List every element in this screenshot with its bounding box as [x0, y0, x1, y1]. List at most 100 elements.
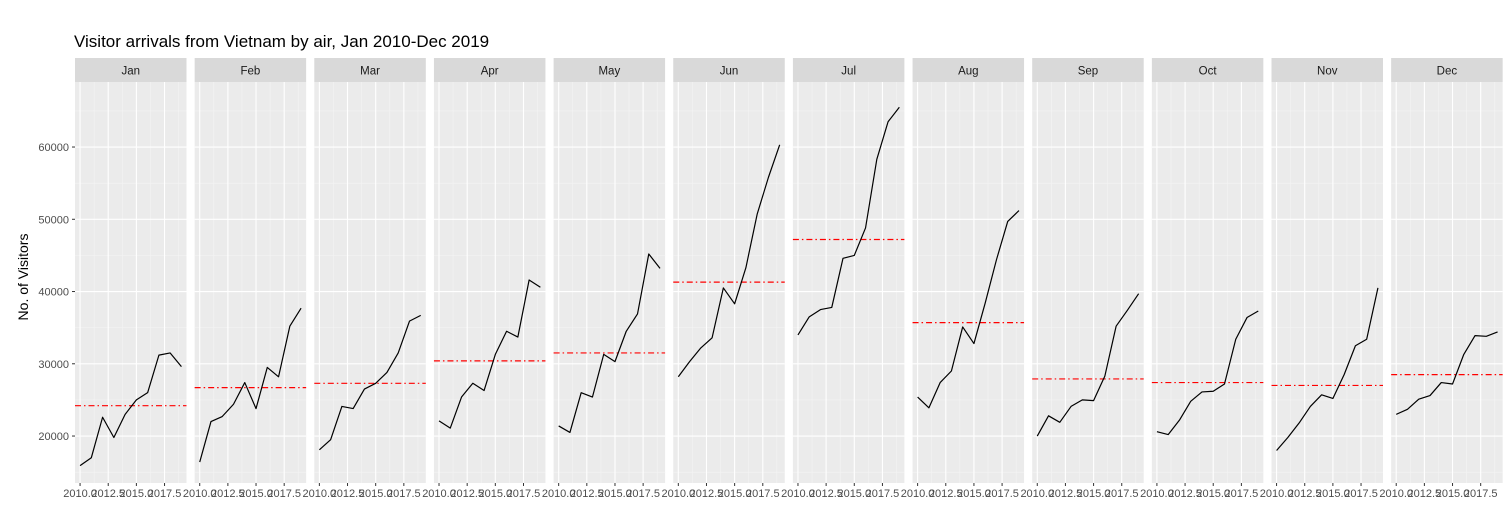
- x-tick-label: 2017.5: [746, 488, 780, 500]
- panel-background: [1032, 82, 1144, 483]
- x-tick-label: 2015.0: [1316, 488, 1350, 500]
- y-tick-label: 20000: [38, 431, 69, 443]
- panel-background: [912, 82, 1025, 483]
- panel-strip: [433, 58, 546, 82]
- x-tick-label: 2015.0: [359, 488, 393, 500]
- x-tick-label: 2012.5: [1049, 488, 1083, 500]
- panel-background: [792, 82, 905, 483]
- series-line: [558, 253, 661, 434]
- x-tick-label: 2017.5: [148, 488, 182, 500]
- x-tick-label: 2012.5: [809, 488, 843, 500]
- x-tick-label: 2010.0: [1020, 488, 1054, 500]
- x-tick-label: 2010.0: [303, 488, 337, 500]
- panel-background: [194, 82, 307, 483]
- y-tick-label: 60000: [38, 142, 69, 154]
- x-tick-label: 2017.5: [1105, 488, 1139, 500]
- x-tick-label: 2015.0: [957, 488, 991, 500]
- panel-strip: [673, 58, 785, 82]
- panel-strip: [1151, 58, 1264, 82]
- x-tick-label: 2012.5: [929, 488, 963, 500]
- y-tick-label: 50000: [38, 214, 69, 226]
- x-tick-label: 2010.0: [901, 488, 935, 500]
- panel-background: [433, 82, 546, 483]
- x-tick-label: 2015.0: [1196, 488, 1230, 500]
- panel-strip-label: Jun: [720, 66, 739, 78]
- panel-strip-label: Sep: [1078, 66, 1098, 78]
- x-tick-label: 2017.5: [985, 488, 1019, 500]
- x-tick-label: 2010.0: [781, 488, 815, 500]
- x-tick-label: 2015.0: [837, 488, 871, 500]
- x-tick-label: 2015.0: [1436, 488, 1470, 500]
- panel-background: [553, 82, 666, 483]
- x-tick-label: 2015.0: [479, 488, 513, 500]
- y-tick-label: 30000: [38, 359, 69, 371]
- x-tick-label: 2010.0: [542, 488, 576, 500]
- panel-background: [1271, 82, 1383, 483]
- panel-strip-label: Apr: [481, 66, 499, 78]
- series-line: [1395, 331, 1498, 415]
- x-tick-label: 2017.5: [267, 488, 301, 500]
- x-tick-label: 2012.5: [331, 488, 365, 500]
- panel-strip: [75, 58, 187, 82]
- series-line: [199, 307, 302, 463]
- panel-strip: [553, 58, 666, 82]
- series-line: [318, 314, 422, 451]
- x-tick-label: 2010.0: [183, 488, 217, 500]
- x-tick-label: 2010.0: [422, 488, 456, 500]
- x-tick-label: 2010.0: [63, 488, 97, 500]
- x-tick-label: 2017.5: [626, 488, 660, 500]
- x-tick-label: 2012.5: [570, 488, 604, 500]
- x-tick-label: 2010.0: [661, 488, 695, 500]
- panel-strip-label: Aug: [958, 66, 978, 78]
- x-tick-label: 2015.0: [598, 488, 632, 500]
- x-tick-label: 2012.5: [211, 488, 245, 500]
- x-tick-label: 2015.0: [718, 488, 752, 500]
- panel-strip: [314, 58, 426, 82]
- x-tick-label: 2012.5: [1168, 488, 1202, 500]
- facet-panels: 2000030000400005000060000Jan2010.02012.5…: [38, 58, 1503, 500]
- series-line: [79, 352, 182, 467]
- panel-strip-label: May: [598, 66, 620, 78]
- series-line: [1276, 287, 1379, 451]
- x-tick-label: 2010.0: [1379, 488, 1413, 500]
- panel-strip-label: Dec: [1437, 66, 1458, 78]
- series-line: [917, 210, 1020, 409]
- panel-strip: [1271, 58, 1383, 82]
- panel-background: [75, 82, 187, 483]
- panel-strip-label: Nov: [1317, 66, 1338, 78]
- y-tick-label: 40000: [38, 287, 69, 299]
- y-axis-label: No. of Visitors: [15, 234, 31, 321]
- x-tick-label: 2017.5: [387, 488, 421, 500]
- panel-strip-label: Jul: [841, 66, 856, 78]
- panel-strip-label: Jan: [121, 66, 140, 78]
- panel-strip-label: Oct: [1199, 66, 1218, 78]
- x-tick-label: 2017.5: [1225, 488, 1259, 500]
- series-line: [677, 144, 781, 378]
- series-line: [797, 106, 900, 336]
- x-tick-label: 2010.0: [1140, 488, 1174, 500]
- x-tick-label: 2017.5: [1344, 488, 1378, 500]
- series-line: [1036, 293, 1140, 437]
- panel-strip: [792, 58, 905, 82]
- x-tick-label: 2015.0: [239, 488, 273, 500]
- panel-background: [1391, 82, 1503, 483]
- series-line: [1156, 310, 1259, 436]
- panel-background: [1151, 82, 1264, 483]
- x-tick-label: 2015.0: [120, 488, 154, 500]
- x-tick-label: 2010.0: [1260, 488, 1294, 500]
- x-tick-label: 2017.5: [866, 488, 900, 500]
